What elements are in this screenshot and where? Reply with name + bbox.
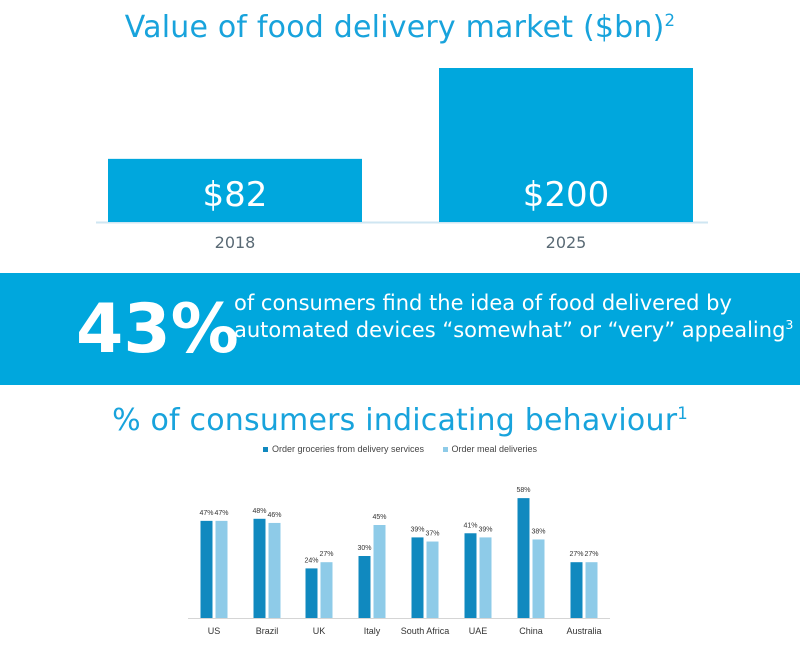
behaviour-bar-value-label: 30% <box>357 545 371 552</box>
behaviour-bar-value-label: 39% <box>410 526 424 533</box>
behaviour-bar <box>426 541 439 618</box>
behaviour-bar-value-label: 41% <box>463 522 477 529</box>
chart-legend: Order groceries from delivery services O… <box>0 444 800 454</box>
bottom-chart-title: % of consumers indicating behaviour1 <box>112 403 688 438</box>
behaviour-bar <box>268 522 281 618</box>
behaviour-bar-value-label: 47% <box>199 510 213 517</box>
behaviour-bar <box>305 568 318 618</box>
behaviour-bar <box>411 537 424 618</box>
market-bar-value-label: $82 <box>203 175 268 215</box>
behaviour-bar <box>215 520 228 618</box>
behaviour-bar <box>585 562 598 618</box>
behaviour-bar-value-label: 47% <box>214 510 228 517</box>
country-label: China <box>519 626 543 636</box>
country-label: Australia <box>566 626 601 636</box>
market-bar-2025 <box>439 68 693 222</box>
behaviour-bar-value-label: 27% <box>584 551 598 558</box>
country-label: Italy <box>364 626 381 636</box>
market-year-label: 2018 <box>215 233 256 252</box>
country-label: US <box>208 626 221 636</box>
behaviour-bar-value-label: 48% <box>252 508 266 515</box>
behaviour-bar <box>570 562 583 618</box>
behaviour-bar-value-label: 27% <box>569 551 583 558</box>
market-year-label: 2025 <box>546 233 587 252</box>
behaviour-bar-value-label: 58% <box>516 487 530 494</box>
legend-swatch-groceries <box>262 447 268 453</box>
behaviour-bar <box>253 518 266 618</box>
behaviour-bar <box>464 533 477 618</box>
behaviour-bar <box>358 556 371 618</box>
behaviour-bar <box>373 525 386 618</box>
food-delivery-market-chart: $82 2018 $200 2025 <box>96 68 708 252</box>
behaviour-bar <box>532 539 545 618</box>
behaviour-bar-value-label: 27% <box>319 551 333 558</box>
stat-description: of consumers find the idea of food deliv… <box>234 291 794 342</box>
stat-percentage: 43% <box>76 290 239 369</box>
behaviour-bar <box>200 520 213 618</box>
country-label: South Africa <box>401 626 450 636</box>
country-label: UAE <box>469 626 488 636</box>
top-chart-title: Value of food delivery market ($bn)2 <box>124 10 676 45</box>
legend-swatch-meals <box>442 447 448 453</box>
behaviour-bar-value-label: 37% <box>425 531 439 538</box>
behaviour-bar-value-label: 45% <box>372 514 386 521</box>
behaviour-bar-value-label: 39% <box>478 526 492 533</box>
behaviour-bar-value-label: 46% <box>267 512 281 519</box>
behaviour-bar-value-label: 38% <box>531 528 545 535</box>
country-label: Brazil <box>256 626 279 636</box>
market-bar-value-label: $200 <box>523 175 610 215</box>
behaviour-bar <box>517 498 530 618</box>
legend-item-meals: Order meal deliveries <box>442 444 537 454</box>
legend-item-groceries: Order groceries from delivery services <box>262 444 424 454</box>
behaviour-bar-value-label: 24% <box>304 557 318 564</box>
behaviour-bar <box>320 562 333 618</box>
behaviour-bar <box>479 537 492 618</box>
market-bar-2018 <box>108 158 362 222</box>
stat-banner <box>0 273 800 385</box>
country-label: UK <box>313 626 326 636</box>
